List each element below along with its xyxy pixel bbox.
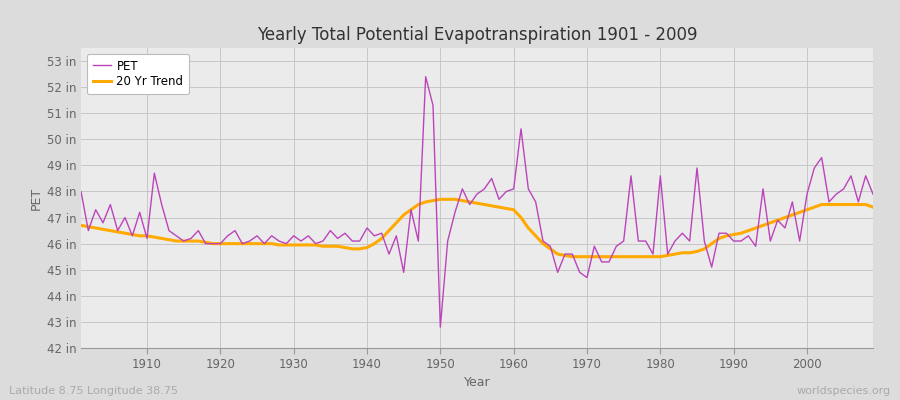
Text: worldspecies.org: worldspecies.org	[796, 386, 891, 396]
PET	[868, 192, 878, 196]
20 Yr Trend	[134, 234, 145, 238]
20 Yr Trend	[435, 197, 446, 202]
20 Yr Trend	[339, 245, 350, 250]
20 Yr Trend	[611, 254, 622, 259]
PET	[134, 210, 145, 215]
20 Yr Trend	[516, 215, 526, 220]
Title: Yearly Total Potential Evapotranspiration 1901 - 2009: Yearly Total Potential Evapotranspiratio…	[256, 26, 698, 44]
PET	[435, 325, 446, 330]
Line: PET: PET	[81, 77, 873, 327]
Text: Latitude 8.75 Longitude 38.75: Latitude 8.75 Longitude 38.75	[9, 386, 178, 396]
PET	[611, 244, 622, 249]
Line: 20 Yr Trend: 20 Yr Trend	[81, 199, 873, 257]
X-axis label: Year: Year	[464, 376, 490, 388]
PET	[420, 74, 431, 79]
PET	[339, 231, 350, 236]
20 Yr Trend	[567, 254, 578, 259]
20 Yr Trend	[508, 207, 519, 212]
PET	[516, 126, 526, 131]
20 Yr Trend	[295, 242, 306, 247]
PET	[523, 186, 534, 191]
20 Yr Trend	[868, 205, 878, 210]
Y-axis label: PET: PET	[30, 186, 42, 210]
PET	[295, 239, 306, 244]
20 Yr Trend	[76, 223, 86, 228]
Legend: PET, 20 Yr Trend: PET, 20 Yr Trend	[87, 54, 189, 94]
PET	[76, 189, 86, 194]
